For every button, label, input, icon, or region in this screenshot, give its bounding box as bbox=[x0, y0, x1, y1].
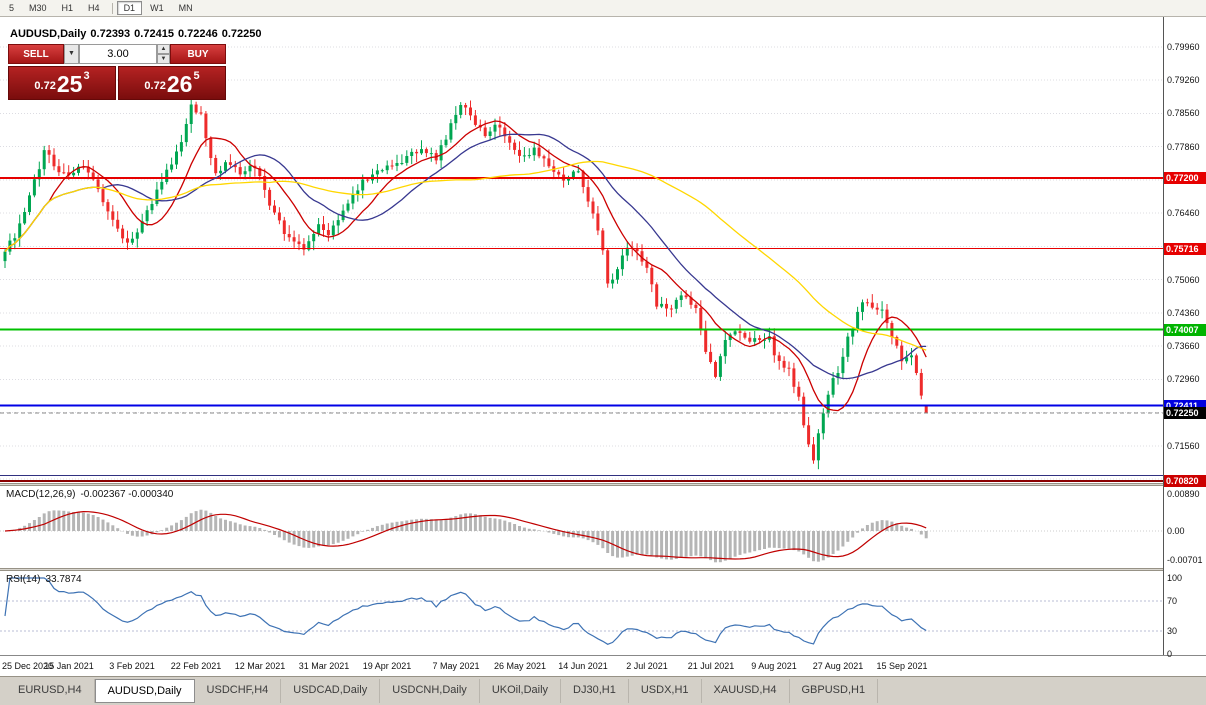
rsi-axis-label: 70 bbox=[1167, 596, 1178, 606]
timeframe-button-h4[interactable]: H4 bbox=[88, 3, 100, 13]
rsi-label: RSI(14) 33.7874 bbox=[6, 574, 87, 585]
chart-high-value: 0.72415 bbox=[134, 28, 174, 40]
rsi-value: 33.7874 bbox=[45, 574, 82, 585]
macd-axis-label: 0.00 bbox=[1167, 526, 1185, 536]
date-axis-label: 14 Jun 2021 bbox=[558, 661, 608, 671]
chart-tab-usdchf-h4[interactable]: USDCHF,H4 bbox=[195, 679, 282, 703]
date-axis-label: 15 Sep 2021 bbox=[876, 661, 928, 671]
price-tick-label: 0.76460 bbox=[1167, 208, 1200, 218]
chart-tab-bar: EURUSD,H4 AUDUSD,Daily USDCHF,H4 USDCAD,Dai… bbox=[0, 676, 1206, 705]
price-tick-label: 0.78560 bbox=[1167, 108, 1200, 118]
chart-tab-usdx-h1[interactable]: USDX,H1 bbox=[629, 679, 702, 703]
rsi-axis-label: 30 bbox=[1167, 626, 1178, 636]
sell-price-prefix: 0.72 bbox=[34, 80, 56, 92]
price-level-badge: 0.74007 bbox=[1164, 324, 1206, 336]
chart-tab-usdcad-daily[interactable]: USDCAD,Daily bbox=[281, 679, 381, 703]
chart-open-value: 0.72393 bbox=[90, 28, 131, 40]
date-axis[interactable]: 25 Dec 2020 15 Jan 2021 3 Feb 2021 22 Feb 2… bbox=[0, 655, 1206, 676]
current-price-badge: 0.72250 bbox=[1164, 407, 1206, 419]
date-axis-label: 3 Feb 2021 bbox=[109, 661, 155, 671]
macd-label: MACD(12,26,9) -0.002367 -0.000340 bbox=[6, 489, 178, 500]
volume-decrement-button[interactable]: ▼ bbox=[157, 54, 170, 64]
date-axis-label: 12 Mar 2021 bbox=[234, 661, 286, 671]
timeframe-button-d1[interactable]: D1 bbox=[116, 1, 143, 15]
rsi-axis-label: 0 bbox=[1167, 649, 1173, 659]
chart-symbol-label: AUDUSD,Daily bbox=[10, 28, 87, 40]
price-tick-label: 0.77860 bbox=[1167, 142, 1200, 152]
price-chart-panel[interactable]: AUDUSD,Daily 0.72393 0.72415 0.72246 0.72250… bbox=[0, 17, 1163, 483]
date-axis-label: 27 Aug 2021 bbox=[812, 661, 864, 671]
sell-price-pip: 3 bbox=[83, 70, 90, 82]
buy-price-button[interactable]: 0.72 26 5 bbox=[118, 66, 226, 100]
buy-price-prefix: 0.72 bbox=[144, 80, 166, 92]
rsi-axis-label: 100 bbox=[1167, 573, 1183, 583]
price-axis[interactable]: 0.79960 0.79260 0.78560 0.77860 0.76460 0.750… bbox=[1163, 17, 1206, 659]
sell-price-button[interactable]: 0.72 25 3 bbox=[8, 66, 116, 100]
rsi-panel[interactable]: RSI(14) 33.7874 bbox=[0, 571, 1163, 655]
buy-price-big: 26 bbox=[166, 71, 193, 97]
timeframe-button-5[interactable]: 5 bbox=[9, 3, 15, 13]
toolbar-separator bbox=[111, 2, 113, 14]
price-tick-label: 0.71560 bbox=[1167, 441, 1200, 451]
panel-separator[interactable] bbox=[0, 483, 1206, 486]
macd-panel[interactable]: MACD(12,26,9) -0.002367 -0.000340 bbox=[0, 486, 1163, 568]
chart-tab-audusd-daily[interactable]: AUDUSD,Daily bbox=[94, 679, 195, 703]
timeframe-button-mn[interactable]: MN bbox=[178, 3, 193, 13]
sell-button[interactable]: SELL bbox=[8, 44, 64, 64]
volume-dropdown-button[interactable]: ▼ bbox=[64, 44, 79, 64]
timeframe-button-h1[interactable]: H1 bbox=[61, 3, 74, 13]
volume-increment-button[interactable]: ▲ bbox=[157, 44, 170, 54]
date-axis-label: 15 Jan 2021 bbox=[44, 661, 94, 671]
date-axis-label: 26 May 2021 bbox=[493, 661, 547, 671]
chart-low-value: 0.72246 bbox=[177, 28, 218, 40]
chart-tab-xauusd-h4[interactable]: XAUUSD,H4 bbox=[702, 679, 790, 703]
timeframe-toolbar: 5 M30 H1 H4 D1 W1 MN bbox=[0, 0, 1206, 17]
date-axis-label: 7 May 2021 bbox=[432, 661, 480, 671]
price-level-badge: 0.77200 bbox=[1164, 172, 1206, 184]
price-level-badge: 0.70820 bbox=[1164, 475, 1206, 487]
date-axis-label: 19 Apr 2021 bbox=[362, 661, 412, 671]
one-click-trade-widget: SELL ▼ 3.00 ▲ ▼ BUY 0.72 25 3 0.72 26 5 bbox=[8, 44, 226, 100]
date-axis-label: 21 Jul 2021 bbox=[687, 661, 735, 671]
date-axis-label: 22 Feb 2021 bbox=[170, 661, 222, 671]
chart-tab-dj30-h1[interactable]: DJ30,H1 bbox=[561, 679, 629, 703]
date-axis-label: 9 Aug 2021 bbox=[751, 661, 797, 671]
date-axis-label: 2 Jul 2021 bbox=[626, 661, 668, 671]
volume-stepper: ▲ ▼ bbox=[157, 44, 170, 64]
panel-separator[interactable] bbox=[0, 568, 1206, 571]
price-tick-label: 0.73660 bbox=[1167, 341, 1200, 351]
buy-price-pip: 5 bbox=[193, 70, 200, 82]
timeframe-button-m30[interactable]: M30 bbox=[29, 3, 47, 13]
chart-close-value: 0.72250 bbox=[221, 28, 262, 40]
chart-tab-usdcnh-daily[interactable]: USDCNH,Daily bbox=[380, 679, 480, 703]
volume-input[interactable]: 3.00 bbox=[79, 44, 157, 64]
price-chart-svg[interactable] bbox=[0, 17, 1163, 483]
macd-chart-svg[interactable] bbox=[0, 486, 1163, 568]
date-axis-label: 25 Dec 2020 bbox=[2, 661, 54, 671]
price-tick-label: 0.75060 bbox=[1167, 275, 1200, 285]
chevron-down-icon: ▼ bbox=[68, 50, 75, 57]
chart-tab-ukoil-daily[interactable]: UKOil,Daily bbox=[480, 679, 562, 703]
date-axis-label: 31 Mar 2021 bbox=[298, 661, 350, 671]
rsi-chart-svg[interactable] bbox=[0, 571, 1163, 655]
chart-tab-eurusd-h4[interactable]: EURUSD,H4 bbox=[6, 679, 95, 703]
chart-ohlc-label: AUDUSD,Daily 0.72393 0.72415 0.72246 0.72250 bbox=[10, 28, 265, 40]
macd-values: -0.002367 -0.000340 bbox=[80, 489, 174, 500]
macd-axis-label: 0.00890 bbox=[1167, 489, 1200, 499]
price-tick-label: 0.72960 bbox=[1167, 374, 1200, 384]
rsi-name: RSI(14) bbox=[6, 574, 41, 585]
price-tick-label: 0.79260 bbox=[1167, 75, 1200, 85]
timeframe-button-w1[interactable]: W1 bbox=[150, 3, 164, 13]
macd-axis-label: -0.00701 bbox=[1167, 555, 1203, 565]
macd-name: MACD(12,26,9) bbox=[6, 489, 76, 500]
price-tick-label: 0.74360 bbox=[1167, 308, 1200, 318]
chart-tab-gbpusd-h1[interactable]: GBPUSD,H1 bbox=[790, 679, 879, 703]
sell-price-big: 25 bbox=[56, 71, 83, 97]
price-level-badge: 0.75716 bbox=[1164, 243, 1206, 255]
price-tick-label: 0.79960 bbox=[1167, 42, 1200, 52]
buy-button[interactable]: BUY bbox=[170, 44, 226, 64]
